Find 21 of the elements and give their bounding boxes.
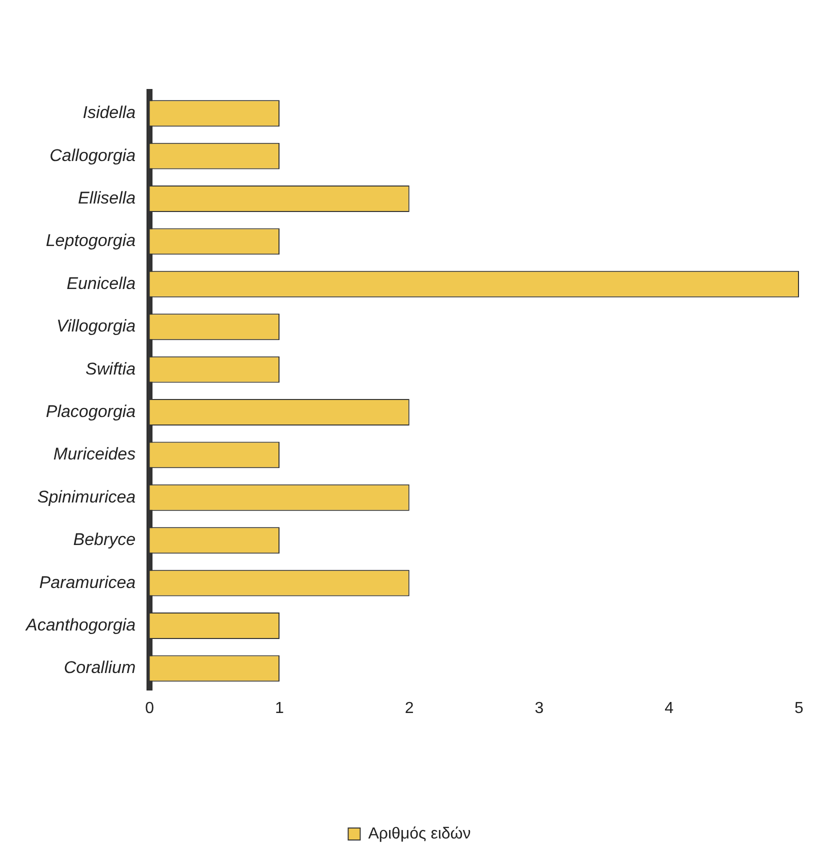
x-tick-label: 4 — [664, 700, 674, 717]
legend-label: Αριθμός ειδών — [368, 825, 471, 842]
y-tick-label: Acanthogorgia — [24, 615, 136, 634]
y-tick-label: Eunicella — [66, 274, 136, 293]
x-tick-label: 3 — [534, 700, 544, 717]
y-tick-label: Muriceides — [53, 444, 136, 464]
x-tick-label: 5 — [794, 700, 804, 717]
y-tick-label: Swiftia — [86, 359, 136, 378]
x-tick-label: 2 — [404, 700, 414, 717]
y-tick-label: Corallium — [64, 658, 136, 678]
y-tick-label: Villogorgia — [56, 316, 136, 336]
y-tick-label: Leptogorgia — [46, 231, 136, 250]
y-tick-label: Placogorgia — [46, 402, 136, 421]
x-tick-label: 0 — [145, 700, 154, 717]
x-tick-label: 1 — [275, 700, 284, 717]
y-tick-label: Paramuricea — [39, 572, 136, 592]
y-tick-label: Spinimuricea — [37, 487, 136, 506]
y-tick-label: Callogorgia — [50, 146, 136, 165]
y-tick-label: Bebryce — [73, 530, 136, 550]
y-tick-label: Isidella — [82, 103, 136, 122]
y-tick-label: Ellisella — [78, 188, 136, 208]
